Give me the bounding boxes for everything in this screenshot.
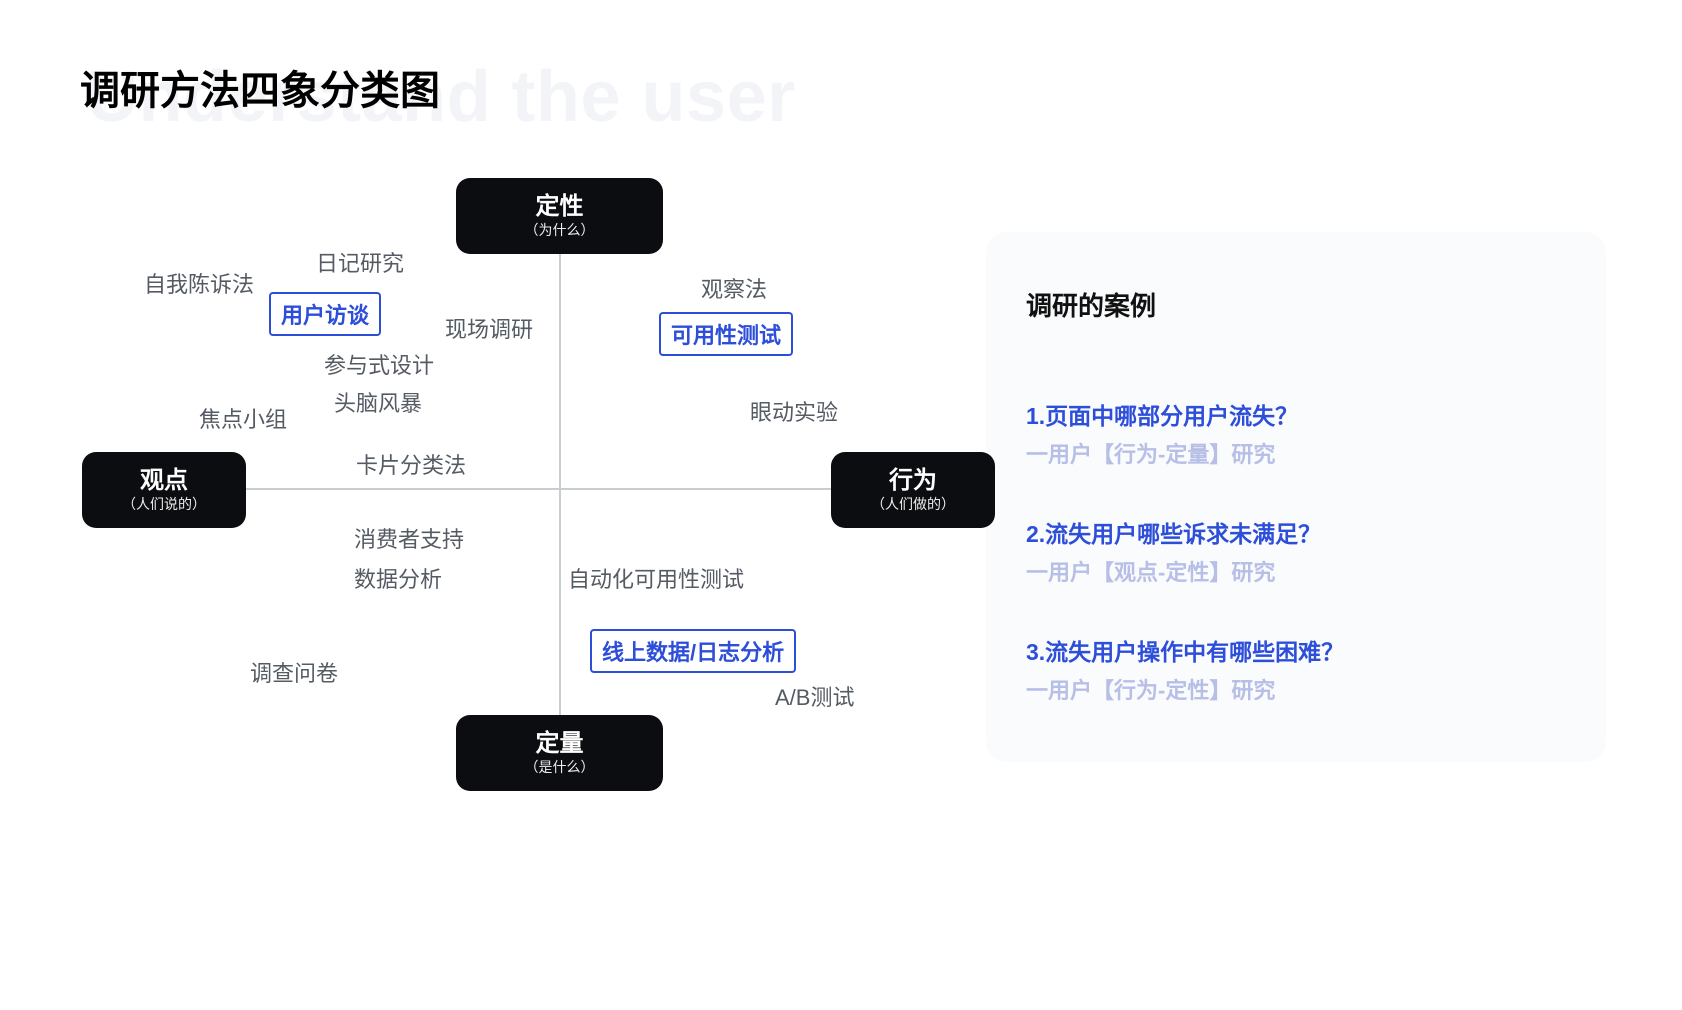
case-2-answer: 一用户【观点-定性】研究 [1026, 555, 1566, 587]
method-item: 可用性测试 [659, 312, 793, 356]
method-item: A/B测试 [775, 680, 854, 712]
case-panel-title: 调研的案例 [1026, 286, 1566, 323]
case-1: 1.页面中哪部分用户流失？ 一用户【行为-定量】研究 [1026, 397, 1566, 469]
axis-top-big: 定性 [536, 192, 584, 222]
method-item: 消费者支持 [354, 522, 464, 554]
case-1-answer: 一用户【行为-定量】研究 [1026, 437, 1566, 469]
method-item: 参与式设计 [324, 348, 434, 380]
method-item: 现场调研 [445, 312, 533, 344]
method-item: 自动化可用性测试 [568, 562, 744, 594]
case-3-question: 3.流失用户操作中有哪些困难？ [1026, 633, 1566, 667]
page-title: 调研方法四象分类图 [80, 58, 440, 116]
case-panel: 调研的案例 1.页面中哪部分用户流失？ 一用户【行为-定量】研究 2.流失用户哪… [986, 232, 1606, 762]
axis-label-top: 定性 （为什么） [456, 178, 663, 254]
axis-label-left: 观点 （人们说的） [82, 452, 246, 528]
case-3: 3.流失用户操作中有哪些困难？ 一用户【行为-定性】研究 [1026, 633, 1566, 705]
axis-left-small: （人们说的） [122, 496, 206, 514]
axis-bottom-small: （是什么） [525, 759, 595, 777]
method-item: 焦点小组 [199, 402, 287, 434]
method-item: 数据分析 [354, 562, 442, 594]
axis-top-small: （为什么） [525, 222, 595, 240]
case-3-answer: 一用户【行为-定性】研究 [1026, 673, 1566, 705]
axis-label-right: 行为 （人们做的） [831, 452, 995, 528]
method-item: 自我陈诉法 [144, 267, 254, 299]
method-item: 头脑风暴 [334, 386, 422, 418]
axis-left-big: 观点 [140, 466, 188, 496]
axis-right-small: （人们做的） [871, 496, 955, 514]
axis-horizontal [226, 488, 892, 490]
method-item: 线上数据/日志分析 [590, 629, 796, 673]
method-item: 调查问卷 [250, 656, 338, 688]
axis-right-big: 行为 [889, 466, 937, 496]
method-item: 用户访谈 [269, 292, 381, 336]
axis-label-bottom: 定量 （是什么） [456, 715, 663, 791]
method-item: 日记研究 [316, 246, 404, 278]
case-1-question: 1.页面中哪部分用户流失？ [1026, 397, 1566, 431]
method-item: 眼动实验 [750, 395, 838, 427]
method-item: 卡片分类法 [356, 448, 466, 480]
case-2-question: 2.流失用户哪些诉求未满足？ [1026, 515, 1566, 549]
case-2: 2.流失用户哪些诉求未满足？ 一用户【观点-定性】研究 [1026, 515, 1566, 587]
method-item: 观察法 [701, 272, 767, 304]
axis-bottom-big: 定量 [536, 729, 584, 759]
